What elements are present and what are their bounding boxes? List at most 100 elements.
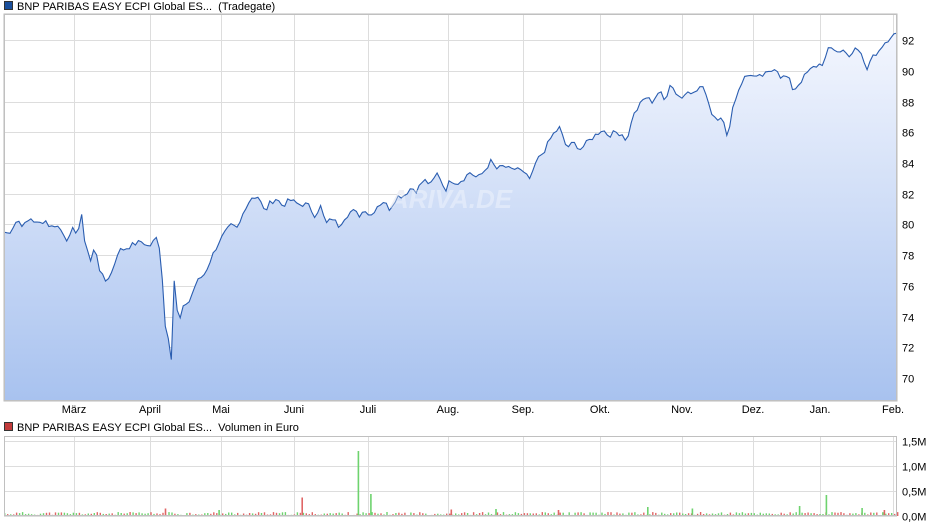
volume-bar: [804, 513, 806, 516]
volume-bar-spike: [691, 508, 694, 516]
volume-bar: [801, 512, 803, 516]
volume-bar: [216, 513, 218, 516]
volume-bar: [413, 513, 415, 516]
volume-bar: [705, 513, 708, 516]
volume-bar: [762, 513, 764, 516]
volume-bar: [90, 513, 92, 516]
volume-bar: [141, 513, 143, 516]
volume-legend: BNP PARIBAS EASY ECPI Global ES... Volum…: [4, 421, 299, 435]
volume-bar: [302, 512, 305, 516]
volume-bar: [729, 512, 732, 516]
volume-bar: [63, 512, 66, 516]
price-x-tick-label: Okt.: [590, 404, 610, 416]
volume-bar: [765, 513, 767, 516]
volume-bar-spike: [883, 510, 886, 516]
volume-bar: [547, 513, 549, 516]
volume-bar: [437, 513, 439, 516]
volume-bar: [60, 512, 63, 516]
volume-bar: [126, 513, 128, 516]
volume-bar: [526, 513, 529, 516]
volume-bar: [750, 512, 753, 516]
volume-bar: [284, 512, 287, 516]
volume-bar: [532, 513, 534, 516]
volume-legend-name: BNP PARIBAS EASY ECPI Global ES...: [17, 422, 213, 434]
volume-bar: [601, 512, 603, 516]
volume-bar: [619, 513, 621, 516]
volume-bar: [117, 512, 119, 516]
volume-bar-spike: [798, 506, 801, 516]
volume-bar: [398, 512, 400, 516]
volume-bar: [768, 513, 770, 516]
volume-bar: [759, 512, 761, 516]
volume-bar: [589, 512, 591, 516]
volume-bar: [628, 512, 630, 516]
volume-bar: [147, 513, 149, 516]
volume-bar: [296, 512, 299, 516]
volume-bar: [168, 512, 170, 516]
volume-bar: [711, 513, 714, 516]
volume-bar: [463, 512, 466, 516]
price-x-tick-label: Juni: [284, 404, 304, 416]
volume-bar: [876, 512, 878, 516]
volume-bar: [162, 512, 164, 516]
volume-bar: [604, 513, 606, 516]
volume-bar: [583, 513, 585, 516]
price-y-tick-label: 92: [902, 36, 914, 48]
volume-bar: [747, 513, 750, 516]
volume-bar: [362, 512, 364, 516]
volume-bar: [502, 512, 505, 516]
volume-bar: [891, 513, 893, 516]
volume-bar: [42, 513, 45, 516]
volume-bar: [466, 513, 469, 516]
volume-bar: [679, 512, 681, 516]
volume-bar: [171, 512, 173, 516]
volume-bar: [855, 513, 857, 516]
volume-bar: [535, 513, 537, 516]
price-y-tick-label: 84: [902, 159, 914, 171]
volume-bar: [523, 513, 526, 516]
volume-bar-spike: [825, 495, 828, 516]
volume-bar: [771, 513, 773, 516]
volume-bar: [410, 512, 412, 516]
volume-bar: [568, 512, 570, 516]
volume-bar: [275, 512, 278, 516]
volume-bar: [299, 512, 302, 516]
volume-bar: [111, 513, 113, 516]
volume-bar: [371, 512, 373, 516]
volume-bar: [643, 512, 645, 516]
price-legend-name: BNP PARIBAS EASY ECPI Global ES...: [17, 1, 213, 13]
volume-bar: [553, 512, 555, 516]
volume-bar: [472, 512, 475, 516]
volume-bar: [231, 512, 233, 516]
volume-bar: [673, 513, 675, 516]
price-y-tick-label: 70: [902, 374, 914, 386]
volume-bar: [717, 513, 720, 516]
volume-bar: [631, 512, 633, 516]
volume-bar: [120, 513, 122, 516]
volume-y-tick-label: 1,5M: [902, 437, 926, 449]
volume-bar: [541, 512, 543, 516]
volume-bar: [174, 513, 176, 516]
volume-bar: [248, 513, 251, 516]
price-y-tick-label: 74: [902, 313, 914, 325]
volume-bar: [813, 513, 815, 516]
volume-bar-spike: [450, 509, 453, 516]
price-area: [4, 33, 897, 401]
volume-bar: [577, 512, 579, 516]
volume-bar: [263, 512, 266, 516]
volume-bar: [207, 513, 209, 516]
price-x-tick-label: Nov.: [671, 404, 693, 416]
volume-bar: [225, 513, 227, 516]
volume-bar: [834, 512, 836, 516]
volume-bar: [461, 513, 463, 516]
price-y-tick-label: 86: [902, 128, 914, 140]
price-y-tick-label: 82: [902, 190, 914, 202]
price-series-line: [3, 32, 898, 360]
volume-bar: [242, 513, 245, 516]
volume-bar-spike: [164, 508, 167, 516]
volume-bar: [272, 512, 275, 516]
volume-bar: [251, 513, 254, 516]
volume-bar: [831, 512, 833, 516]
price-x-tick-label: Jan.: [810, 404, 831, 416]
volume-bar: [735, 512, 738, 516]
